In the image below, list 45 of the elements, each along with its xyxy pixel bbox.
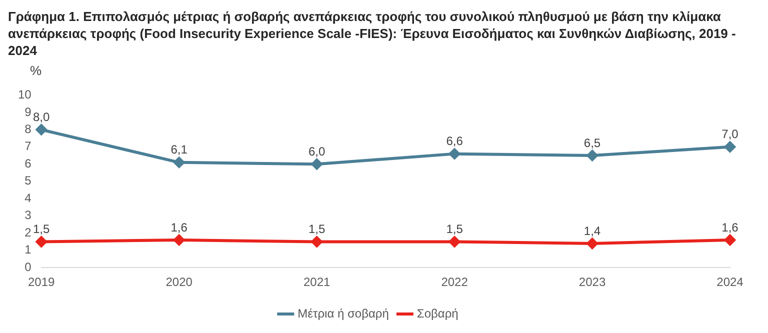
point — [174, 234, 185, 246]
data-label: 1,4 — [584, 224, 601, 238]
data-label: 1,5 — [308, 222, 326, 236]
y-tick-label: 4 — [24, 190, 32, 205]
y-axis-title: % — [30, 63, 43, 78]
point — [724, 234, 736, 246]
point — [449, 148, 460, 160]
y-tick-label: 1 — [24, 242, 32, 257]
y-tick-label: 2 — [24, 225, 32, 240]
legend-label: Σοβαρή — [416, 306, 458, 320]
data-label: 1,5 — [446, 222, 464, 236]
data-label: 6,0 — [308, 144, 326, 158]
data-label: 6,5 — [584, 136, 601, 150]
data-label: 1,5 — [33, 222, 50, 236]
point — [174, 156, 185, 168]
point — [36, 236, 47, 248]
y-tick-label: 0 — [24, 260, 32, 274]
x-tick-label: 2021 — [303, 275, 330, 290]
point — [36, 124, 47, 136]
y-tick-label: 9 — [24, 104, 32, 119]
x-tick-label: 2023 — [578, 275, 606, 290]
x-tick-label: 2022 — [441, 275, 468, 290]
data-label: 6,1 — [170, 142, 188, 157]
x-tick-label: 2019 — [28, 275, 56, 290]
y-tick-label: 3 — [24, 208, 32, 222]
y-tick-label: 10 — [18, 88, 32, 102]
data-label: 1,6 — [170, 220, 188, 234]
x-tick-label: 2024 — [716, 275, 744, 290]
data-label: 7,0 — [722, 127, 739, 142]
y-tick-label: 7 — [24, 139, 32, 154]
data-label: 6,6 — [446, 134, 464, 148]
point — [586, 150, 598, 162]
data-label: 8,0 — [33, 110, 50, 124]
chart-title: Γράφημα 1. Επιπολασμός μέτριας ή σοβαρής ανεπάρκειας τροφής του συνολικού πληθυσμού με βάση την κλίμακα ανεπάρκειας τροφής (Food Insecurity Experience Scale -FIES): Έρευνα Εισοδήματος και Συνθηκών Διαβίωσης, 2019 - 2024 — [8, 8, 737, 59]
point — [586, 238, 598, 249]
x-tick-label: 2020 — [166, 275, 193, 290]
y-tick-label: 5 — [24, 174, 32, 188]
data-label: 1,6 — [722, 220, 739, 234]
point — [449, 236, 460, 248]
point — [724, 141, 736, 152]
legend-label: Μέτρια ή σοβαρή — [298, 306, 389, 320]
y-tick-label: 8 — [24, 122, 32, 136]
point — [311, 236, 322, 248]
point — [311, 158, 322, 170]
y-tick-label: 6 — [24, 156, 32, 170]
